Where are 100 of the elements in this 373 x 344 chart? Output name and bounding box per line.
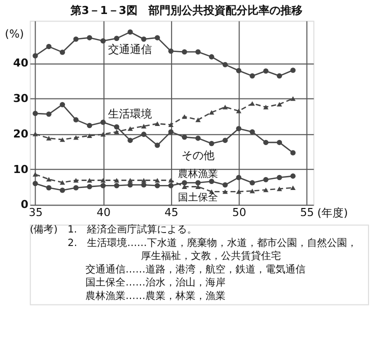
point	[86, 184, 92, 190]
point	[86, 178, 92, 183]
y-tick-label: 0	[20, 198, 29, 212]
point	[154, 35, 160, 40]
point	[168, 178, 174, 183]
point	[141, 182, 146, 188]
point	[128, 29, 133, 35]
point	[32, 53, 38, 58]
point	[141, 132, 146, 137]
point	[100, 120, 106, 125]
series-label: その他	[182, 149, 215, 162]
x-tick-label: 45	[164, 206, 178, 220]
x-tick-label: 55	[300, 206, 314, 220]
point	[73, 36, 79, 42]
text: 交通通信……道路，港湾，航空，鉄道，電気通信	[86, 263, 306, 276]
point	[263, 68, 268, 74]
point	[222, 62, 228, 68]
point	[276, 140, 282, 146]
point	[32, 132, 38, 136]
point	[141, 178, 146, 183]
chart-title: 第3－1－3図 部門別公共投資配分比率の推移	[70, 4, 302, 18]
point	[46, 136, 52, 140]
point	[100, 132, 106, 137]
point	[168, 122, 174, 128]
point	[182, 180, 188, 186]
point	[250, 129, 255, 134]
point	[141, 124, 146, 128]
point	[73, 135, 79, 140]
series-label: 国土保全	[178, 192, 218, 204]
point	[222, 138, 228, 143]
point	[128, 126, 133, 131]
point	[46, 176, 52, 182]
point	[114, 36, 120, 42]
point	[154, 121, 160, 126]
point	[86, 35, 92, 40]
point	[46, 185, 52, 190]
point	[250, 101, 255, 106]
point	[182, 134, 188, 140]
x-tick-label: 35	[28, 206, 43, 220]
point	[250, 180, 255, 186]
x-tick-label: 40	[96, 206, 111, 220]
point	[290, 68, 296, 73]
point	[236, 174, 242, 180]
point	[290, 96, 296, 101]
point	[182, 114, 188, 119]
point	[100, 38, 106, 44]
point	[208, 140, 214, 146]
series-label: 生活環境	[108, 108, 152, 121]
y-tick-label: 30	[13, 92, 29, 106]
text: 国土保全……治水，治山，海岸	[86, 276, 226, 289]
point	[236, 108, 242, 114]
point	[276, 73, 282, 79]
point	[60, 50, 66, 55]
point	[32, 172, 38, 177]
point	[263, 176, 268, 182]
x-axis-title: (年度)	[317, 206, 348, 220]
point	[114, 182, 120, 188]
point	[222, 182, 228, 188]
point	[60, 137, 66, 142]
point	[222, 104, 228, 110]
series-label: 農林漁業	[178, 168, 218, 180]
point	[195, 49, 201, 54]
point	[100, 178, 106, 183]
point	[290, 150, 296, 156]
point	[236, 68, 242, 74]
point	[168, 129, 174, 134]
point	[154, 178, 160, 183]
text: 2. 生活環境……下水道，廃棄物，水道，都市公園，自然公園，	[68, 236, 357, 249]
point	[236, 126, 242, 132]
point	[100, 182, 106, 188]
point	[32, 180, 38, 186]
point	[208, 178, 214, 184]
point	[60, 188, 66, 193]
point	[276, 102, 282, 107]
point	[86, 122, 92, 128]
point	[250, 73, 255, 79]
point	[128, 138, 133, 143]
point	[276, 186, 282, 192]
point	[290, 185, 296, 190]
point	[208, 110, 214, 115]
point	[46, 44, 52, 50]
text: (備考) 1. 経済企画庁試算による。	[30, 224, 198, 236]
point	[195, 180, 201, 186]
point	[290, 173, 296, 179]
point	[263, 140, 268, 146]
point	[236, 189, 242, 194]
point	[86, 133, 92, 138]
point	[114, 124, 120, 130]
y-axis-title: (%)	[4, 28, 24, 41]
point	[195, 136, 201, 141]
text: 厚生福祉，文教，公共賃貸住宅	[141, 250, 282, 262]
point	[73, 117, 79, 122]
point	[46, 112, 52, 117]
point	[250, 188, 255, 194]
point	[114, 130, 120, 134]
point	[60, 102, 66, 108]
point	[276, 174, 282, 180]
series-label: 交通通信	[108, 42, 152, 56]
point	[128, 178, 133, 183]
point	[168, 182, 174, 188]
